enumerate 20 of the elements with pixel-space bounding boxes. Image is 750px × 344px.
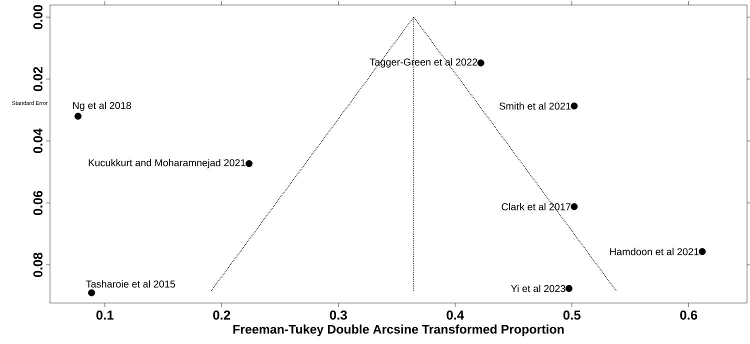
annotation: Smith et al 2021: [499, 102, 571, 110]
annotation: Tagger-Green et al 2022: [370, 58, 478, 68]
x-tick-label: 0.4: [446, 310, 464, 320]
y-tick-label: 0.04: [33, 128, 42, 154]
annotation: Kucukkurt and Moharamnejad 2021: [88, 158, 246, 168]
x-tick-label: 0.5: [563, 310, 581, 320]
y-tick-label: 0.00: [33, 5, 42, 30]
annotation: Clark et al 2017: [502, 203, 571, 210]
annotation: Hamdoon et al 2021: [610, 248, 699, 256]
y-tick-label: 0.02: [33, 66, 42, 92]
x-axis-title: Freeman-Tukey Double Arcsine Transformed Proportion: [233, 324, 564, 336]
y-tick-label: 0.08: [33, 252, 42, 277]
x-tick-label: 0.3: [330, 310, 347, 320]
x-tick-label: 0.2: [213, 310, 230, 320]
y-tick-label: 0.06: [33, 190, 42, 216]
annotation: Ng et al 2018: [73, 102, 132, 112]
x-tick-label: 0.6: [680, 310, 698, 320]
annotation: Tasharoie et al 2015: [86, 280, 176, 288]
annotation: Yi et al 2023: [510, 284, 566, 292]
x-tick-label: 0.1: [96, 310, 114, 320]
